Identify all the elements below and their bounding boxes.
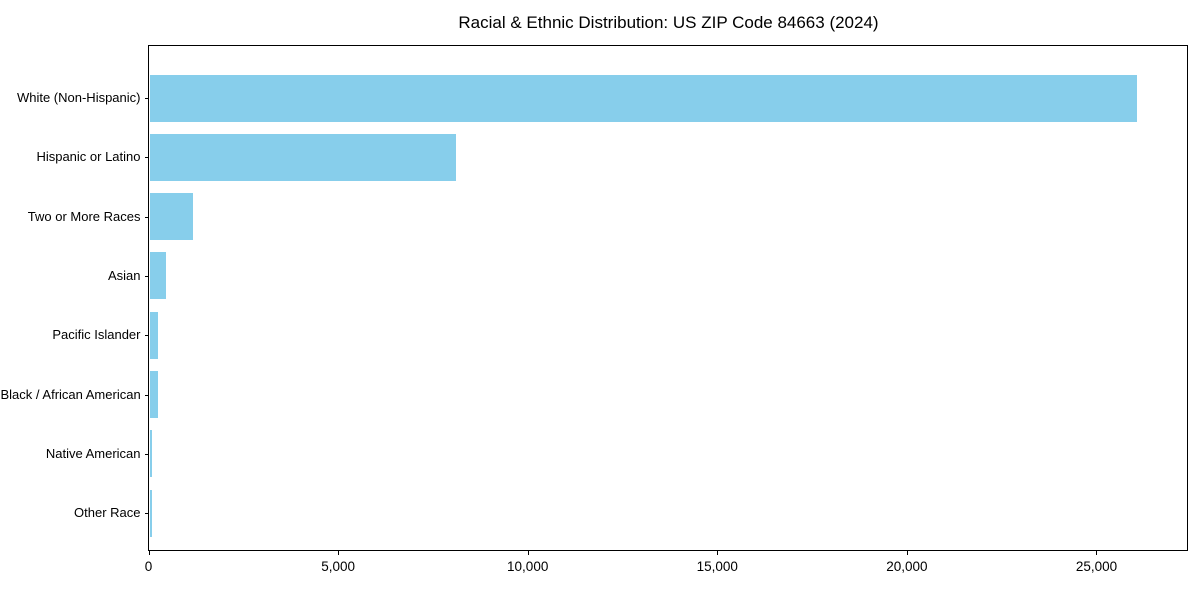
bar [149, 430, 152, 478]
bar [149, 311, 159, 359]
x-tick-label: 20,000 [886, 559, 928, 574]
x-tick-mark [717, 551, 719, 555]
x-tick-label: 0 [144, 559, 153, 574]
x-tick-label: 5,000 [321, 559, 355, 574]
y-tick-label: Black / African American [0, 386, 141, 402]
bar [149, 371, 158, 418]
y-tick-label: White (Non-Hispanic) [16, 90, 141, 105]
y-tick-label: Native American [45, 445, 141, 461]
bar [149, 489, 153, 537]
y-tick-mark [144, 453, 149, 455]
plot-area [148, 45, 1188, 551]
chart-title: Racial & Ethnic Distribution: US ZIP Cod… [458, 13, 879, 32]
y-tick-mark [144, 335, 149, 337]
x-tick-label: 25,000 [1075, 559, 1118, 574]
y-tick-mark [144, 216, 149, 218]
y-tick-label: Hispanic or Latino [36, 149, 141, 165]
bar [149, 133, 457, 181]
y-tick-label: Other Race [74, 505, 141, 521]
x-tick-mark [527, 551, 529, 555]
y-tick-label: Two or More Races [27, 208, 141, 224]
y-tick-mark [144, 98, 149, 99]
x-tick-mark [906, 551, 908, 555]
y-tick-mark [144, 394, 149, 396]
y-tick-label: Pacific Islander [52, 327, 141, 343]
bar [149, 252, 167, 300]
y-tick-mark [144, 275, 149, 277]
y-tick-mark [144, 513, 149, 515]
x-tick-mark [1096, 551, 1098, 555]
bar [149, 193, 194, 241]
y-tick-mark [144, 157, 149, 159]
y-tick-label: Asian [107, 267, 141, 283]
x-tick-mark [148, 551, 150, 555]
x-tick-mark [338, 551, 340, 555]
bar [149, 74, 1137, 122]
x-tick-label: 15,000 [696, 559, 738, 574]
x-tick-label: 10,000 [507, 559, 549, 574]
